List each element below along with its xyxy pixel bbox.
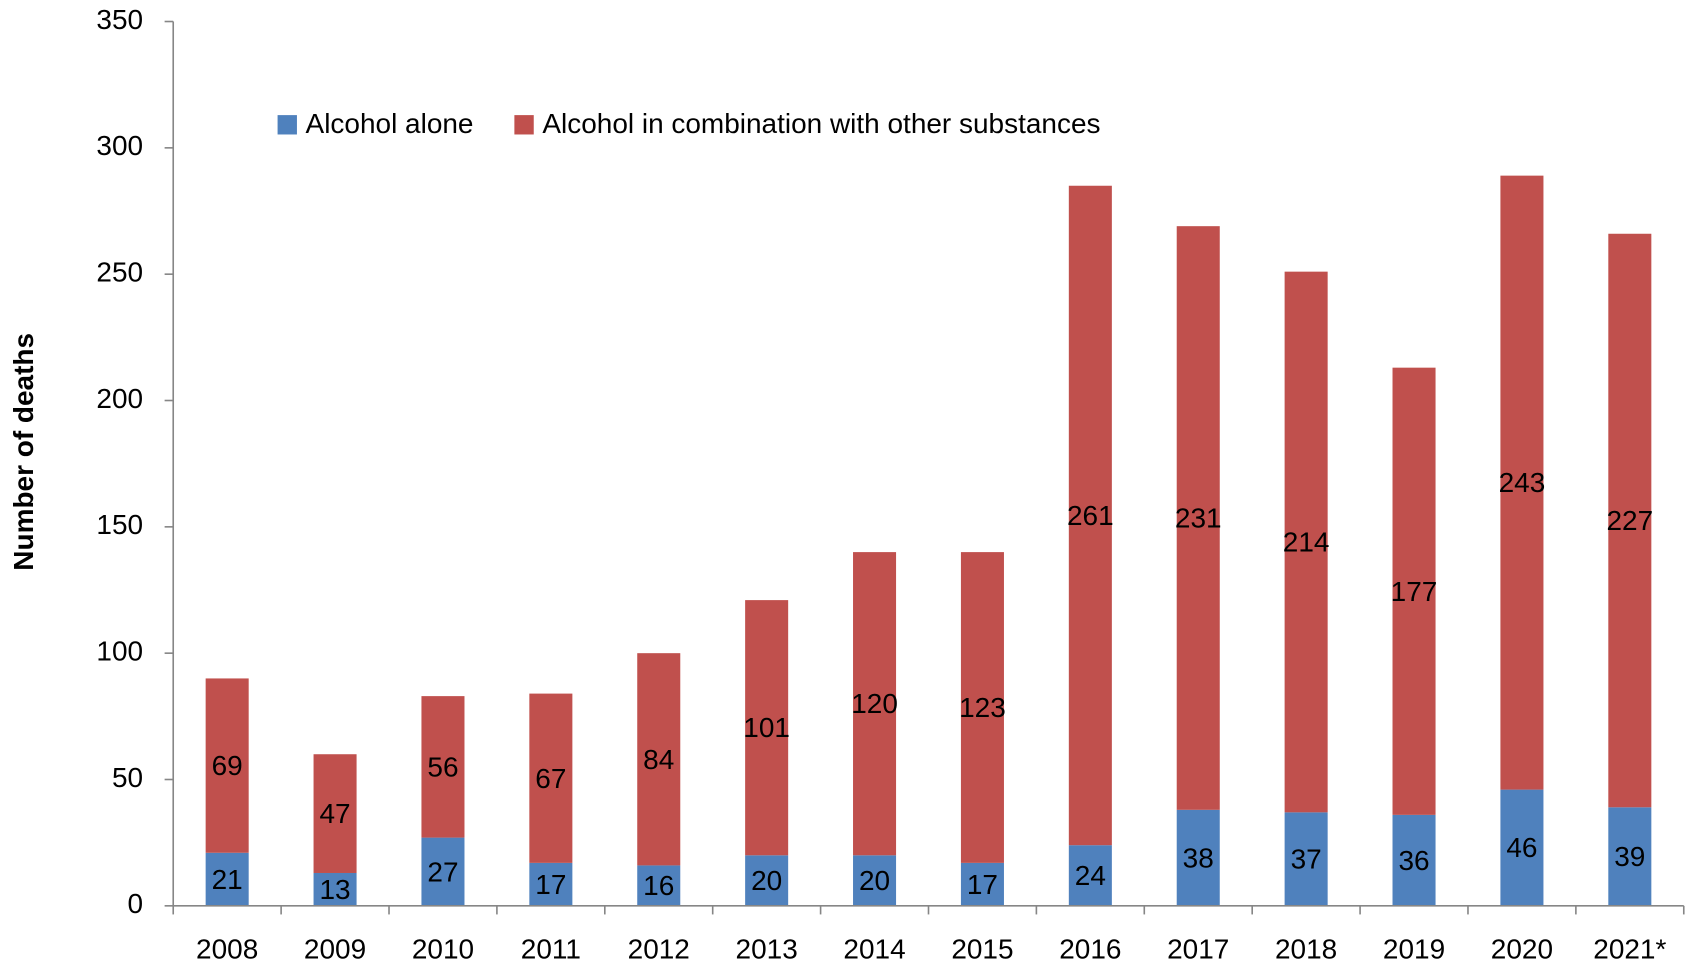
bar-segment [529, 862, 573, 906]
bar-segment [637, 653, 681, 866]
data-label: 36 [1398, 845, 1429, 876]
data-label: 84 [643, 744, 674, 775]
x-tick-label: 2018 [1275, 933, 1337, 964]
bar-segment [421, 696, 465, 838]
bar-segment [421, 837, 465, 906]
data-label: 123 [959, 692, 1006, 723]
bar-segment [1608, 807, 1652, 906]
y-tick-label: 350 [96, 4, 143, 35]
data-label: 17 [535, 869, 566, 900]
bar-segment [1392, 367, 1436, 815]
x-tick-label: 2011 [521, 933, 581, 964]
y-tick-label: 0 [128, 888, 144, 919]
x-tick-label: 2016 [1059, 933, 1121, 964]
data-label: 47 [320, 798, 351, 829]
data-label: 261 [1067, 500, 1114, 531]
data-label: 56 [427, 751, 458, 782]
legend-label: Alcohol in combination with other substa… [542, 108, 1100, 139]
data-label: 24 [1075, 860, 1106, 891]
bar-segment [853, 552, 897, 856]
x-tick-label: 2008 [196, 933, 258, 964]
x-tick-label: 2014 [843, 933, 905, 964]
data-label: 21 [212, 864, 243, 895]
bar-segment [1284, 812, 1328, 906]
data-label: 17 [967, 869, 998, 900]
bar-segment [1608, 233, 1652, 808]
data-label: 214 [1283, 527, 1330, 558]
x-tick-label: 2019 [1383, 933, 1445, 964]
data-label: 38 [1183, 842, 1214, 873]
bar-segment [1176, 226, 1220, 810]
y-tick-label: 300 [96, 130, 143, 161]
bar-segment [853, 855, 897, 906]
data-label: 69 [212, 750, 243, 781]
x-tick-label: 2012 [628, 933, 690, 964]
y-tick-label: 50 [112, 762, 143, 793]
bar-segment [1284, 271, 1328, 813]
data-label: 13 [320, 874, 351, 905]
legend-swatch [277, 115, 297, 135]
data-label: 227 [1606, 505, 1653, 536]
x-tick-label: 2021* [1593, 933, 1666, 964]
x-tick-label: 2010 [412, 933, 474, 964]
data-label: 16 [643, 870, 674, 901]
bar-segment [1500, 175, 1544, 790]
legend-label: Alcohol alone [306, 108, 474, 139]
bar-segment [313, 872, 357, 906]
data-label: 37 [1291, 844, 1322, 875]
data-label: 67 [535, 763, 566, 794]
bar-segment [960, 862, 1004, 906]
bar-segment [1500, 789, 1544, 906]
bar-segment [1068, 845, 1112, 906]
x-tick-label: 2020 [1491, 933, 1553, 964]
y-tick-label: 150 [96, 509, 143, 540]
x-tick-label: 2017 [1167, 933, 1229, 964]
bar-segment [313, 754, 357, 873]
data-label: 231 [1175, 503, 1222, 534]
bar-segment [1392, 814, 1436, 906]
data-label: 243 [1499, 467, 1546, 498]
bar-segment [205, 678, 249, 853]
bar-segment [637, 865, 681, 906]
data-label: 27 [427, 856, 458, 887]
data-label: 120 [851, 688, 898, 719]
bar-segment [1068, 185, 1112, 846]
legend-swatch [514, 115, 534, 135]
bar-segment [745, 855, 789, 906]
data-label: 46 [1506, 832, 1537, 863]
data-label: 20 [751, 865, 782, 896]
bar-segment [745, 600, 789, 856]
data-label: 177 [1391, 576, 1438, 607]
bar-segment [205, 852, 249, 906]
x-tick-label: 2013 [736, 933, 798, 964]
y-tick-label: 250 [96, 257, 143, 288]
bar-segment [960, 552, 1004, 863]
x-tick-label: 2015 [951, 933, 1013, 964]
data-label: 39 [1614, 841, 1645, 872]
y-tick-label: 200 [96, 383, 143, 414]
bar-segment [1176, 809, 1220, 906]
y-axis-title: Number of deaths [8, 333, 39, 571]
y-tick-label: 100 [96, 636, 143, 667]
data-label: 101 [743, 712, 790, 743]
data-label: 20 [859, 865, 890, 896]
bar-segment [529, 693, 573, 863]
x-tick-label: 2009 [304, 933, 366, 964]
